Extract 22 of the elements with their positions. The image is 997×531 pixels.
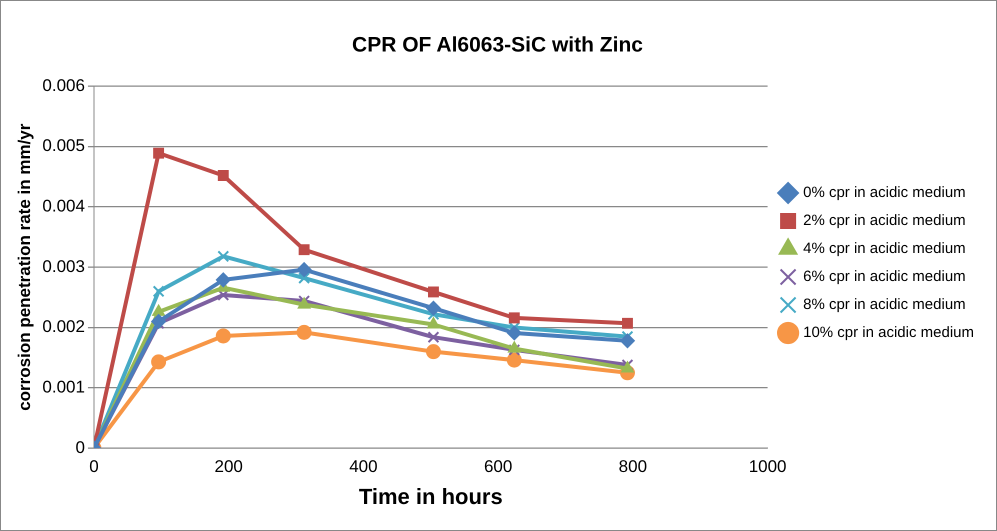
legend-label: 4% cpr in acidic medium [803, 240, 966, 258]
x-axis-title: Time in hours [358, 484, 503, 509]
legend-label: 0% cpr in acidic medium [803, 184, 966, 202]
y-tick-label: 0.001 [42, 378, 85, 397]
y-tick-label: 0.005 [42, 136, 85, 156]
x-tick-label: 400 [349, 457, 378, 476]
y-tick-label: 0.003 [42, 256, 85, 276]
legend-label: 6% cpr in acidic medium [803, 268, 966, 286]
legend-label: 8% cpr in acidic medium [803, 296, 966, 314]
x-tick-label: 0 [89, 457, 99, 476]
x-tick-label: 800 [618, 457, 648, 476]
x-tick-label: 600 [484, 457, 512, 476]
legend-label: 2% cpr in acidic medium [803, 212, 966, 230]
y-tick-label: 0 [75, 438, 85, 457]
y-tick-label: 0.006 [42, 76, 85, 95]
y-axis-title: corrosion penetration rate in mm/yr [14, 123, 34, 411]
chart-title: CPR OF Al6063-SiC with Zinc [352, 33, 644, 56]
legend-label: 10% cpr in acidic medium [803, 324, 974, 342]
y-tick-label: 0.004 [42, 196, 85, 216]
y-tick-label: 0.002 [42, 317, 85, 336]
x-tick-label: 1000 [748, 457, 787, 476]
x-tick-label: 200 [214, 457, 243, 476]
